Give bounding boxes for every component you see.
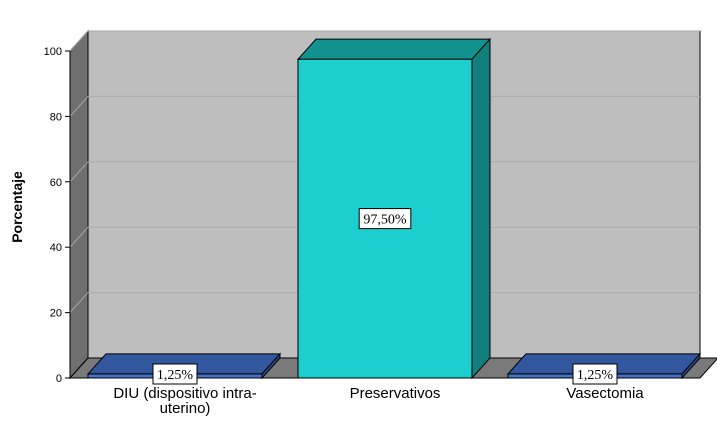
y-tick-label: 40 <box>50 242 62 254</box>
y-tick-label: 20 <box>50 308 62 320</box>
data-label: 97,50% <box>363 213 407 228</box>
labels: 1,25% DIU (dispositivo intra-uterino) 97,5… <box>113 208 644 417</box>
gridline-side <box>69 96 89 117</box>
bar-side <box>261 352 281 380</box>
bar-side <box>471 37 491 380</box>
bar-top <box>296 38 492 60</box>
category-label: Vasectomia <box>566 385 644 402</box>
gridline-side <box>69 30 89 52</box>
data-label: 1,25% <box>577 368 614 383</box>
y-tick-label: 80 <box>50 111 62 123</box>
gridline-side <box>69 292 89 313</box>
y-axis-label: Porcentaje <box>9 171 25 243</box>
data-label-box <box>152 363 198 385</box>
data-label: 1,25% <box>157 368 194 383</box>
bar-side <box>681 352 701 380</box>
category-label-line: Vasectomia <box>566 385 644 402</box>
side-wall <box>69 29 89 380</box>
category-label-line: Preservativos <box>350 385 441 402</box>
gridline-side <box>69 226 89 248</box>
data-label-box <box>572 363 618 385</box>
category-label: Preservativos <box>350 385 441 402</box>
y-tick-label: 60 <box>50 177 62 189</box>
y-tick-label: 100 <box>44 46 62 58</box>
data-label-box <box>358 208 412 230</box>
gridline-side <box>69 161 89 183</box>
category-label-line: uterino) <box>160 400 211 417</box>
category-label-line: DIU (dispositivo intra- <box>113 385 256 402</box>
axes: 0 20 40 60 80 100 <box>44 46 71 385</box>
category-label: DIU (dispositivo intra-uterino) <box>113 385 256 417</box>
y-tick-label: 0 <box>56 373 62 385</box>
